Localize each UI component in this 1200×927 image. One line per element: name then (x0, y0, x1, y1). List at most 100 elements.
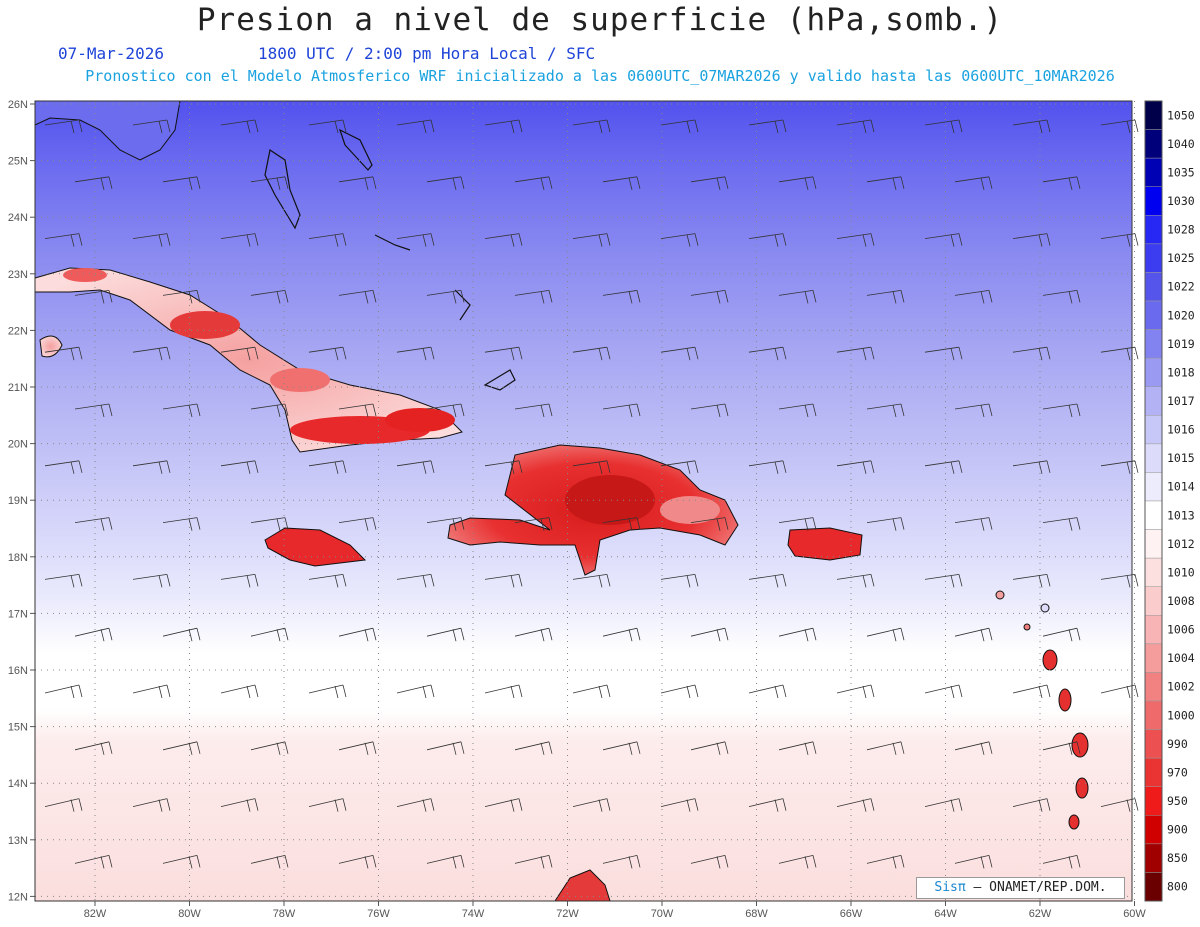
wind-barb (778, 517, 817, 531)
colorbar-label: 1000 (1167, 708, 1195, 722)
wind-barb (220, 233, 259, 247)
wind-barb (954, 176, 993, 190)
colorbar-swatch (1144, 186, 1163, 216)
wind-barb (308, 233, 347, 247)
colorbar-swatch (1144, 415, 1163, 445)
wind-barb (836, 233, 875, 247)
wind-barb (338, 176, 377, 190)
lat-tick-label: 25N (8, 156, 28, 168)
wind-barb (1100, 684, 1139, 699)
wind-barb (484, 798, 523, 812)
colorbar-label: 1014 (1167, 480, 1195, 494)
lon-tick-label: 72W (556, 908, 579, 920)
wind-barb (572, 574, 611, 588)
wind-barb (572, 346, 611, 361)
wind-barb (44, 460, 83, 474)
wind-barb (1100, 574, 1139, 588)
wind-barb (778, 290, 817, 304)
colorbar-swatch (1144, 700, 1163, 730)
wind-barb (1012, 574, 1051, 588)
wind-barb (220, 460, 259, 474)
lat-tick-label: 24N (8, 212, 28, 224)
wind-barb (250, 290, 289, 304)
wind-barb (1012, 798, 1051, 812)
wind-barb (308, 119, 347, 134)
colorbar-swatch (1144, 500, 1163, 530)
colorbar-swatch (1144, 272, 1163, 302)
wind-barb (866, 855, 905, 869)
wind-barb (778, 855, 817, 869)
lat-tick-label: 22N (8, 325, 28, 337)
wind-barb (572, 460, 611, 474)
wind-barb (660, 684, 699, 699)
colorbar-swatch (1144, 643, 1163, 673)
wind-barb (954, 290, 993, 304)
lon-tick-label: 76W (367, 908, 390, 920)
colorbar-swatch (1144, 386, 1163, 416)
wind-barb (250, 403, 289, 418)
wind-barb (396, 233, 435, 247)
wind-barb (74, 517, 113, 531)
wind-barb (866, 403, 905, 418)
wind-barb (866, 627, 905, 642)
wind-barb (484, 346, 523, 361)
wind-barb (836, 684, 875, 699)
wind-barb (1042, 855, 1081, 869)
wind-barb (514, 290, 553, 304)
wind-barb (44, 798, 83, 812)
credit-label: Sisπ – ONAMET/REP.DOM. (916, 877, 1125, 899)
colorbar-label: 1020 (1167, 308, 1195, 322)
wind-barb (748, 798, 787, 812)
wind-barb (162, 176, 201, 190)
wind-barb (690, 403, 729, 418)
colorbar-swatch (1144, 300, 1163, 330)
wind-barb (836, 798, 875, 812)
landmasses (34, 100, 1089, 902)
wind-barb (132, 798, 171, 812)
wind-barb (44, 574, 83, 588)
colorbar-label: 1008 (1167, 594, 1195, 608)
colorbar-swatch (1144, 586, 1163, 616)
colorbar-label: 900 (1167, 823, 1188, 837)
colorbar-label: 1022 (1167, 280, 1195, 294)
wind-barbs (44, 119, 1139, 869)
lat-tick-label: 14N (8, 778, 28, 790)
wind-barb (162, 517, 201, 531)
wind-barb (602, 403, 641, 418)
wind-barb (748, 574, 787, 588)
colorbar-label: 1012 (1167, 537, 1195, 551)
colorbar-label: 1016 (1167, 423, 1195, 437)
wind-barb (132, 233, 171, 247)
wind-barb (1042, 403, 1081, 418)
lat-tick-label: 17N (8, 608, 28, 620)
wind-barb (1042, 290, 1081, 304)
wind-barb (250, 627, 289, 642)
wind-barb (396, 684, 435, 699)
lat-tick-label: 20N (8, 439, 28, 451)
lon-tick-label: 70W (651, 908, 674, 920)
wind-barb (74, 741, 113, 755)
wind-barb (396, 346, 435, 361)
wind-barb (748, 119, 787, 134)
colorbar-swatch (1144, 443, 1163, 473)
sispi-logo: Sisπ (934, 880, 966, 895)
wind-barb (220, 119, 259, 134)
colorbar-label: 1030 (1167, 194, 1195, 208)
colorbar-swatch (1144, 357, 1163, 387)
wind-barb (396, 798, 435, 812)
lon-tick-label: 60W (1123, 908, 1146, 920)
colorbar-label: 1004 (1167, 651, 1195, 665)
colorbar-label: 1006 (1167, 623, 1195, 637)
wind-barb (924, 798, 963, 812)
wind-barb (690, 855, 729, 869)
wind-barb (338, 627, 377, 642)
wind-barb (250, 741, 289, 755)
colorbar-swatch (1144, 329, 1163, 359)
wind-barb (44, 346, 83, 361)
latitude-axis: 26N 25N 24N 23N 22N 21N 20N 19N 18N 17N 16N 15N 14N 1… (8, 99, 35, 903)
wind-barb (162, 627, 201, 642)
wind-barb (484, 574, 523, 588)
wind-barb (132, 119, 171, 134)
wind-barb (514, 741, 553, 755)
lat-tick-label: 19N (8, 495, 28, 507)
